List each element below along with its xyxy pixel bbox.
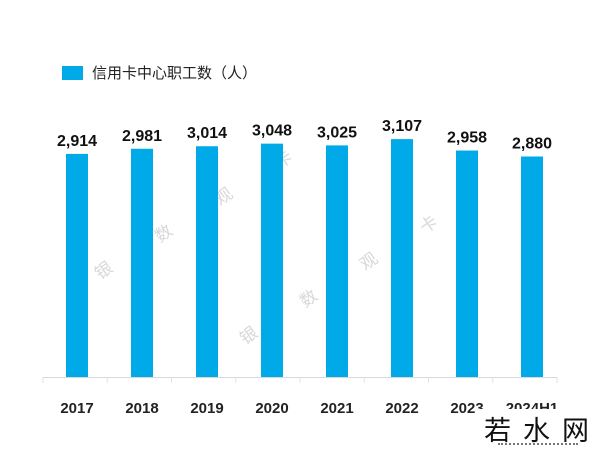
x-tick-label-2018: 2018 bbox=[125, 400, 158, 417]
x-tick-label-2019: 2019 bbox=[190, 400, 223, 417]
value-label-2020: 3,048 bbox=[252, 123, 292, 140]
value-label-2018: 2,981 bbox=[122, 128, 162, 145]
watermark-char: 银 bbox=[91, 258, 116, 284]
value-label-2021: 3,025 bbox=[317, 124, 357, 141]
bar-2017 bbox=[66, 153, 88, 377]
logo-text: 若水网 bbox=[484, 416, 600, 447]
value-label-2024H1: 2,880 bbox=[512, 136, 552, 153]
value-labels-group: 2,914 2,981 3,014 3,048 3,025 3,107 2,958 2,880 bbox=[57, 118, 552, 152]
watermark-char: 观 bbox=[356, 249, 381, 275]
bars-group bbox=[66, 139, 543, 377]
legend-label: 信用卡中心职工数（人） bbox=[92, 64, 258, 82]
value-label-2022: 3,107 bbox=[382, 118, 422, 135]
x-tick-labels-group: 20172018201920202021202220232024H1 bbox=[60, 400, 558, 417]
bar-2024H1 bbox=[521, 156, 543, 377]
x-tick-label-2023: 2023 bbox=[450, 400, 483, 417]
watermark-char: 数 bbox=[151, 221, 176, 247]
x-tick-label-2021: 2021 bbox=[320, 400, 353, 417]
bar-2023 bbox=[456, 150, 478, 377]
legend: 信用卡中心职工数（人） bbox=[62, 62, 257, 83]
logo-underline bbox=[498, 443, 578, 447]
site-logo-watermark: 若水网 bbox=[476, 409, 600, 450]
watermark-char: 卡 bbox=[416, 212, 441, 238]
x-tick-label-2022: 2022 bbox=[385, 400, 418, 417]
x-tick-label-2020: 2020 bbox=[255, 400, 288, 417]
bar-2018 bbox=[131, 148, 153, 377]
bar-2021 bbox=[326, 145, 348, 377]
bar-2022 bbox=[391, 139, 413, 377]
x-tick-label-2017: 2017 bbox=[60, 400, 93, 417]
watermark-char: 数 bbox=[296, 286, 321, 312]
legend-swatch bbox=[62, 65, 83, 80]
x-axis-ticks bbox=[42, 377, 558, 383]
value-label-2019: 3,014 bbox=[187, 125, 227, 142]
bar-2019 bbox=[196, 146, 218, 377]
watermark-char: 银 bbox=[236, 323, 261, 349]
value-label-2023: 2,958 bbox=[447, 130, 487, 147]
value-label-2017: 2,914 bbox=[57, 133, 97, 150]
bar-2020 bbox=[261, 143, 283, 377]
